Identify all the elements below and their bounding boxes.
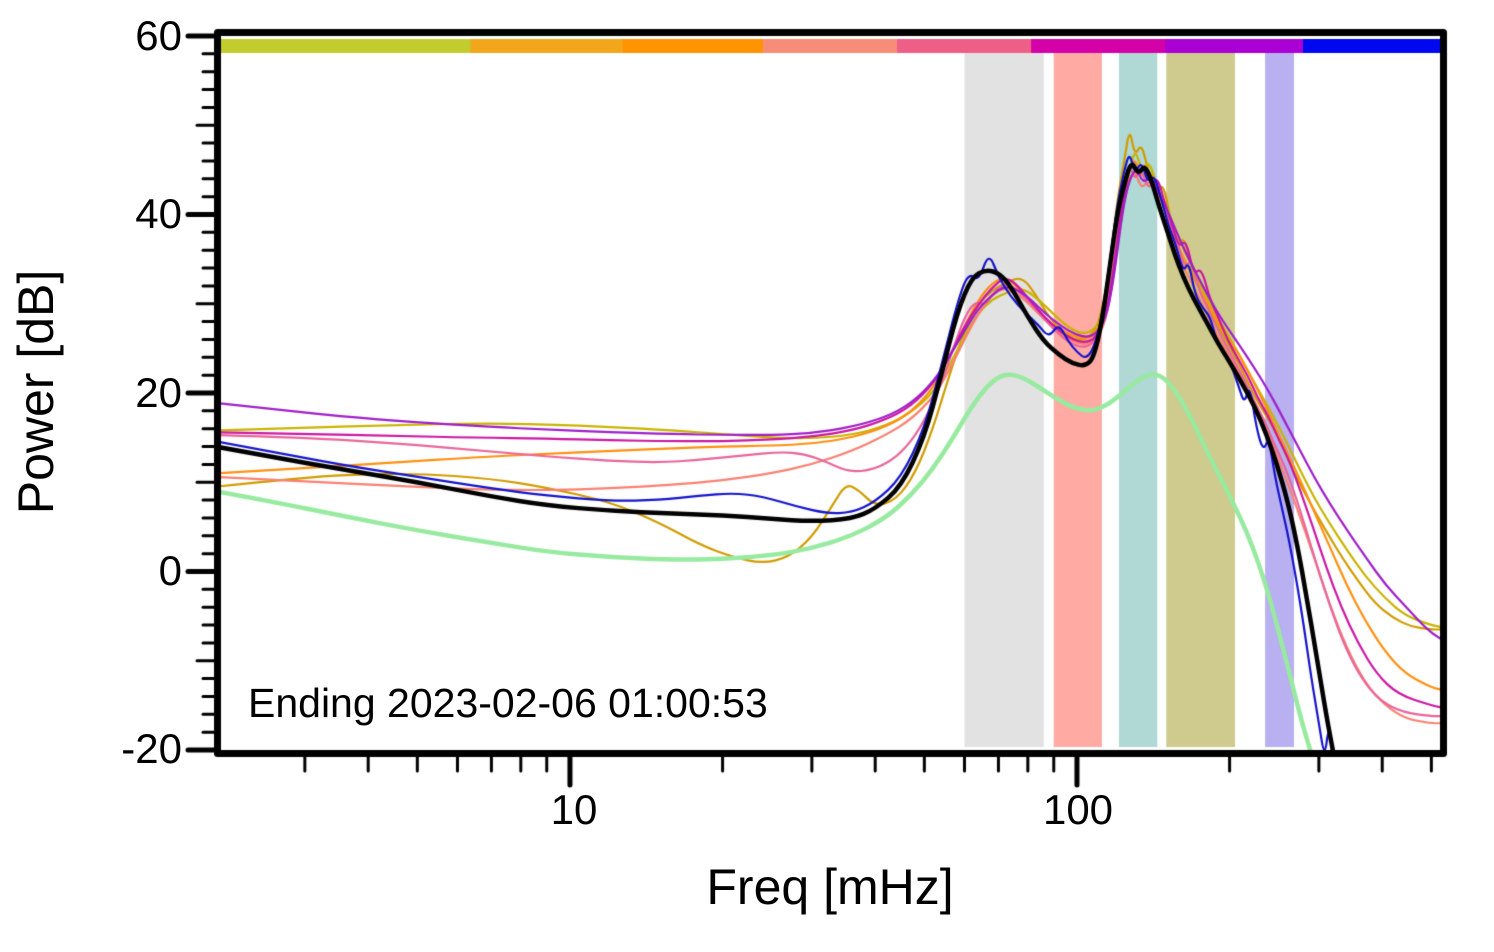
y-tick-label: 40 bbox=[135, 190, 182, 237]
y-tick-label: 60 bbox=[135, 12, 182, 59]
x-axis-label: Freq [mHz] bbox=[706, 859, 954, 915]
x-tick-label: 10 bbox=[550, 786, 598, 833]
x-tick-label: 100 bbox=[1042, 786, 1114, 833]
y-tick-label: 0 bbox=[158, 547, 182, 594]
y-tick-label: 20 bbox=[135, 369, 182, 416]
y-axis-label: Power [dB] bbox=[8, 269, 64, 515]
ending-time-annotation: Ending 2023-02-06 01:00:53 bbox=[248, 680, 768, 726]
y-tick-label: -20 bbox=[121, 725, 182, 772]
